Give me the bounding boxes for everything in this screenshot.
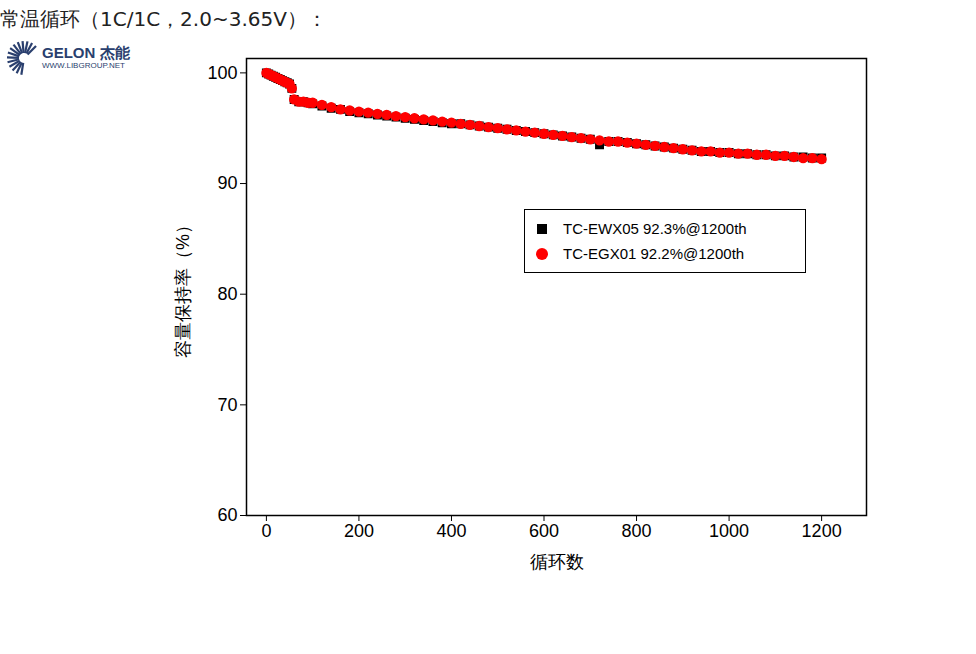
html-text:TC-EWX05 92.3%@1200th: TC-EWX05 92.3%@1200th — [563, 220, 747, 237]
svg-text:80: 80 — [217, 284, 237, 304]
svg-text:90: 90 — [217, 173, 237, 193]
svg-text:800: 800 — [622, 521, 652, 541]
svg-text:70: 70 — [217, 395, 237, 415]
html-text:WWW.LIBGROUP.NET: WWW.LIBGROUP.NET — [42, 61, 125, 70]
svg-text:400: 400 — [436, 521, 466, 541]
svg-text:600: 600 — [529, 521, 559, 541]
svg-text:60: 60 — [217, 505, 237, 525]
svg-text:0: 0 — [261, 521, 271, 541]
svg-text:容量保持率（%）: 容量保持率（%） — [173, 216, 193, 358]
svg-text:100: 100 — [207, 63, 237, 83]
html-text:常温循环（1C/1C，2.0~3.65V）：: 常温循环（1C/1C，2.0~3.65V）： — [0, 7, 327, 31]
html-text:GELON 杰能: GELON 杰能 — [42, 44, 130, 61]
svg-text:循环数: 循环数 — [530, 552, 584, 572]
svg-text:1200: 1200 — [802, 521, 842, 541]
svg-text:1000: 1000 — [709, 521, 749, 541]
svg-text:200: 200 — [344, 521, 374, 541]
html-text:TC-EGX01 92.2%@1200th: TC-EGX01 92.2%@1200th — [563, 245, 745, 262]
